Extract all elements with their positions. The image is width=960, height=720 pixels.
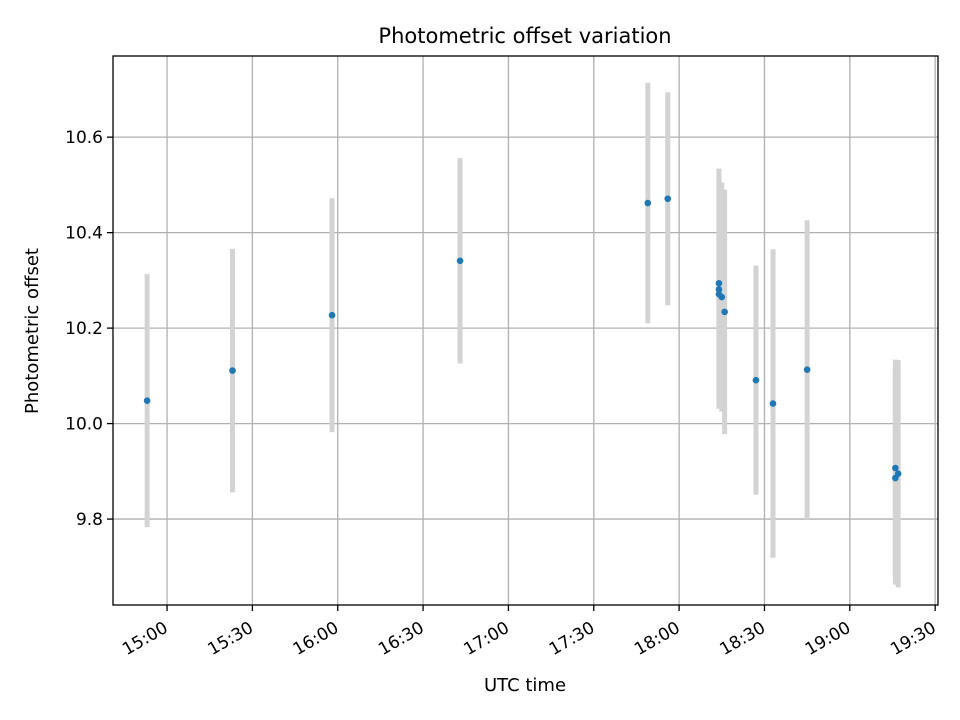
- y-tick-label: 9.8: [76, 510, 103, 530]
- data-point: [894, 470, 902, 478]
- x-axis-label: UTC time: [484, 675, 566, 696]
- data-point: [892, 464, 899, 472]
- data-point: [718, 293, 726, 301]
- data-point: [229, 367, 236, 374]
- data-point: [644, 199, 652, 207]
- data-points: [143, 195, 902, 482]
- data-point: [328, 311, 336, 319]
- data-point: [803, 366, 811, 373]
- data-point: [715, 279, 723, 287]
- grid: [113, 56, 938, 605]
- y-tick-label: 10.2: [65, 319, 103, 339]
- data-point: [752, 376, 760, 384]
- data-point: [715, 286, 723, 293]
- data-point: [721, 308, 728, 316]
- y-axis-label: Photometric offset: [22, 248, 43, 414]
- y-axis-ticks: 9.8 10.0 10.2 10.4 10.6: [65, 128, 113, 530]
- y-tick-label: 10.6: [65, 128, 103, 148]
- data-point: [664, 195, 672, 203]
- y-tick-label: 10.0: [65, 415, 103, 435]
- data-point: [143, 397, 151, 404]
- y-tick-label: 10.4: [65, 224, 103, 244]
- chart-title: Photometric offset variation: [378, 24, 671, 48]
- data-point: [769, 400, 777, 407]
- plot-frame: [112, 55, 939, 606]
- data-point: [456, 257, 464, 265]
